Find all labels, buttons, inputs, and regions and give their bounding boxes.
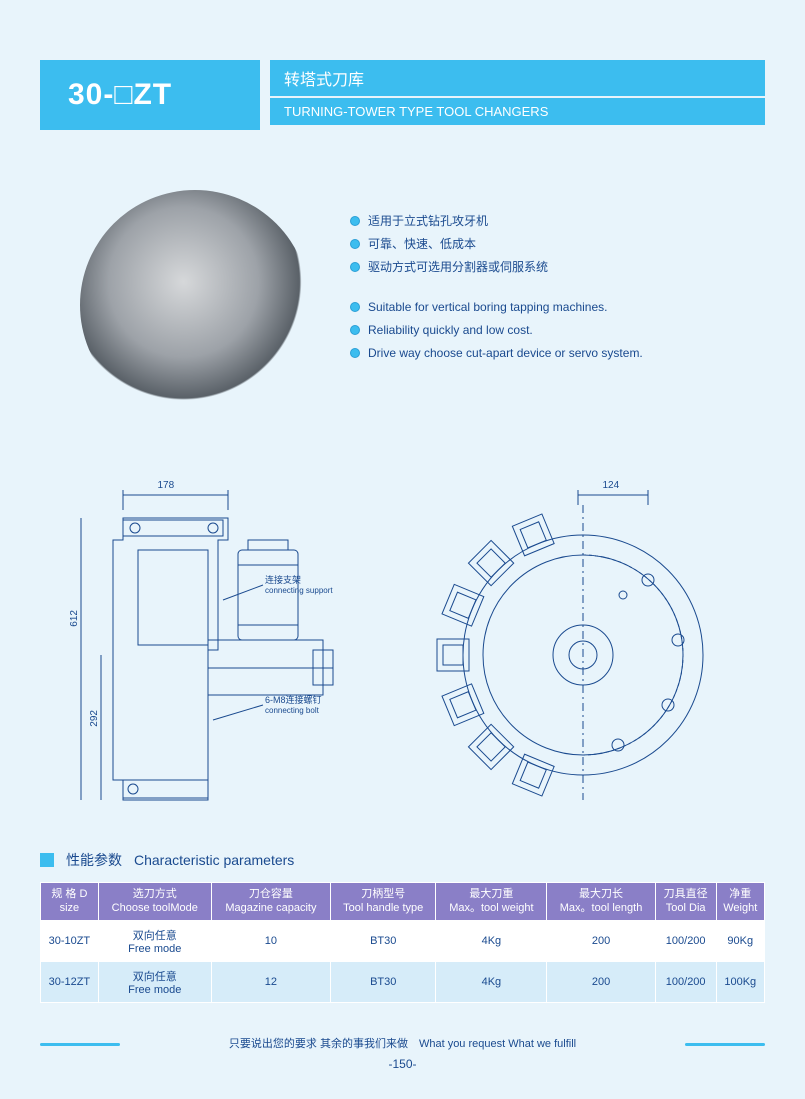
table-cell: 双向任意Free mode [98,961,211,1002]
table-cell: 100/200 [655,920,716,961]
dim-label: 178 [158,480,175,491]
table-cell: 10 [211,920,330,961]
diagram-side-view: 178 612 292 [63,480,373,810]
bullet-item: Reliability quickly and low cost. [350,319,643,342]
diagram-label: connecting bolt [265,706,320,715]
bullets-en: Suitable for vertical boring tapping mac… [350,296,643,364]
table-cell: 4Kg [436,961,547,1002]
diagram-svg: 连接支架 connecting support 6-M8连接螺钉 connect… [63,480,373,810]
table-cell: 30-12ZT [41,961,99,1002]
table-header-cell: 最大刀重Max。tool weight [436,883,547,921]
table-header-row: 规 格 Dsize选刀方式Choose toolMode刀仓容量Magazine… [41,883,765,921]
diagrams-row: 178 612 292 [40,480,765,810]
product-photo [80,190,310,420]
feature-bullets: 适用于立式钻孔攻牙机 可靠、快速、低成本 驱动方式可选用分割器或伺服系统 Sui… [350,210,643,383]
section-title: 性能参数 Characteristic parameters [40,850,765,870]
table-cell: 100Kg [716,961,764,1002]
spec-table: 规 格 Dsize选刀方式Choose toolMode刀仓容量Magazine… [40,882,765,1003]
title-en: TURNING-TOWER TYPE TOOL CHANGERS [270,98,765,125]
header: 30-□ZT 转塔式刀库 TURNING-TOWER TYPE TOOL CHA… [40,60,765,130]
table-header-cell: 刀仓容量Magazine capacity [211,883,330,921]
table-row: 30-10ZT双向任意Free mode10BT304Kg200100/2009… [41,920,765,961]
table-header-cell: 规 格 Dsize [41,883,99,921]
title-cn: 转塔式刀库 [270,60,765,96]
dim-label: 612 [69,610,80,627]
intro-row: 适用于立式钻孔攻牙机 可靠、快速、低成本 驱动方式可选用分割器或伺服系统 Sui… [40,180,765,420]
table-cell: 30-10ZT [41,920,99,961]
table-cell: 12 [211,961,330,1002]
bullet-item: Suitable for vertical boring tapping mac… [350,296,643,319]
bullet-item: 驱动方式可选用分割器或伺服系统 [350,256,643,279]
diagram-label: connecting support [265,586,333,595]
footer-slogan: 只要说出您的要求 其余的事我们来做 What you request What … [40,1031,765,1055]
table-cell: 4Kg [436,920,547,961]
dim-label: 124 [603,480,620,491]
diagram-label: 6-M8连接螺钉 [265,694,322,705]
square-icon [40,853,54,867]
diagram-label: 连接支架 [265,574,301,585]
diagram-svg [423,480,743,810]
table-row: 30-12ZT双向任意Free mode12BT304Kg200100/2001… [41,961,765,1002]
table-cell: 100/200 [655,961,716,1002]
bullet-item: 可靠、快速、低成本 [350,233,643,256]
table-header-cell: 刀具直径Tool Dia [655,883,716,921]
section-title-cn: 性能参数 [66,850,122,870]
bullets-cn: 适用于立式钻孔攻牙机 可靠、快速、低成本 驱动方式可选用分割器或伺服系统 [350,210,643,278]
table-cell: BT30 [330,920,436,961]
model-code: 30-□ZT [40,60,260,130]
section-title-en: Characteristic parameters [134,852,294,868]
table-cell: 200 [547,961,656,1002]
bullet-item: 适用于立式钻孔攻牙机 [350,210,643,233]
table-header-cell: 最大刀长Max。tool length [547,883,656,921]
table-cell: 200 [547,920,656,961]
footer: 只要说出您的要求 其余的事我们来做 What you request What … [40,1031,765,1071]
table-cell: BT30 [330,961,436,1002]
table-header-cell: 选刀方式Choose toolMode [98,883,211,921]
table-header-cell: 刀柄型号Tool handle type [330,883,436,921]
table-cell: 双向任意Free mode [98,920,211,961]
table-body: 30-10ZT双向任意Free mode10BT304Kg200100/2009… [41,920,765,1002]
table-header-cell: 净重Weight [716,883,764,921]
diagram-front-view: 124 [423,480,743,810]
page-number: -150- [40,1057,765,1071]
title-stack: 转塔式刀库 TURNING-TOWER TYPE TOOL CHANGERS [270,60,765,130]
table-cell: 90Kg [716,920,764,961]
bullet-item: Drive way choose cut-apart device or ser… [350,342,643,365]
dim-label: 292 [89,710,100,727]
